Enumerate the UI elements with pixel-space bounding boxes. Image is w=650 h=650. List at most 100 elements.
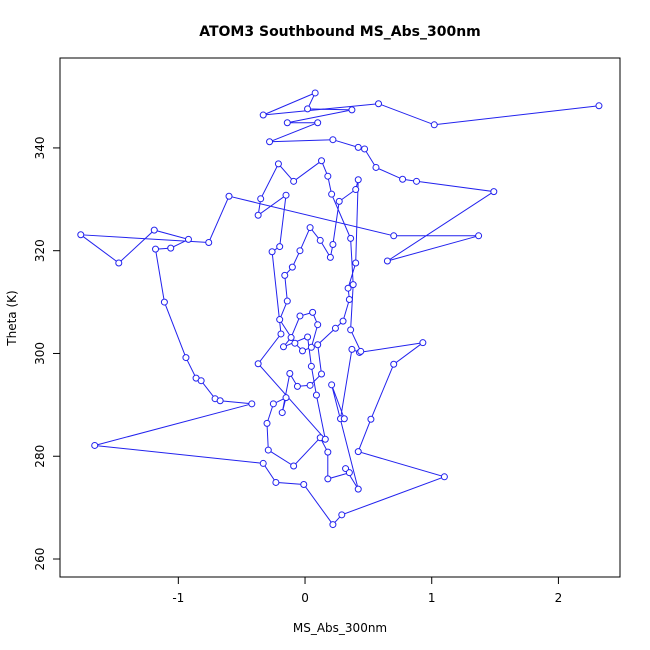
data-point xyxy=(291,339,299,347)
plot-frame xyxy=(59,57,621,578)
data-point xyxy=(339,317,347,325)
data-point xyxy=(361,145,369,153)
data-point xyxy=(329,521,337,529)
data-point xyxy=(269,400,277,408)
data-point xyxy=(306,224,314,232)
data-point xyxy=(115,259,123,267)
data-point xyxy=(277,330,285,338)
y-tick-label: 300 xyxy=(33,342,47,365)
y-tick-label: 320 xyxy=(33,239,47,262)
data-point xyxy=(324,475,332,483)
data-point xyxy=(328,190,336,198)
data-point xyxy=(205,238,213,246)
data-point xyxy=(184,235,192,243)
data-line xyxy=(79,91,600,526)
data-point xyxy=(304,105,312,113)
data-point xyxy=(197,377,205,385)
data-point xyxy=(357,347,365,355)
data-point xyxy=(321,435,329,443)
data-point xyxy=(345,469,353,477)
data-point xyxy=(307,343,315,351)
data-point xyxy=(257,195,265,203)
data-point xyxy=(306,381,314,389)
data-point xyxy=(314,341,322,349)
data-point xyxy=(316,236,324,244)
data-point xyxy=(352,259,360,267)
data-point xyxy=(419,339,427,347)
data-point xyxy=(300,481,308,489)
x-tick-label: 2 xyxy=(555,591,563,605)
data-point xyxy=(307,362,315,370)
data-point xyxy=(324,448,332,456)
data-point xyxy=(309,308,317,316)
data-point xyxy=(279,343,287,351)
data-point xyxy=(354,143,362,151)
x-tick-label: 0 xyxy=(301,591,309,605)
data-point xyxy=(475,232,483,240)
data-point xyxy=(282,394,290,402)
data-point xyxy=(595,102,603,110)
data-point xyxy=(167,244,175,252)
data-point xyxy=(354,485,362,493)
data-point xyxy=(264,446,272,454)
data-point xyxy=(263,419,271,427)
data-point xyxy=(312,391,320,399)
data-point xyxy=(430,121,438,129)
data-point xyxy=(259,459,267,467)
data-point xyxy=(91,441,99,449)
data-point xyxy=(77,231,85,239)
data-point xyxy=(288,263,296,271)
data-point xyxy=(354,176,362,184)
data-point xyxy=(283,297,291,305)
x-axis-label: MS_Abs_300nm xyxy=(293,621,387,635)
data-point xyxy=(349,281,357,289)
data-point xyxy=(152,245,160,253)
data-point xyxy=(286,370,294,378)
data-point xyxy=(268,248,276,256)
data-point xyxy=(160,298,168,306)
data-point xyxy=(266,138,274,146)
data-point xyxy=(290,177,298,185)
data-point xyxy=(328,381,336,389)
data-point xyxy=(324,172,332,180)
y-tick-label: 260 xyxy=(33,548,47,571)
data-point xyxy=(318,370,326,378)
data-point xyxy=(225,192,233,200)
data-point xyxy=(390,232,398,240)
data-point xyxy=(348,106,356,114)
data-point xyxy=(335,197,343,205)
data-point xyxy=(298,347,306,355)
data-point xyxy=(331,324,339,332)
data-point xyxy=(367,415,375,423)
data-point xyxy=(338,511,346,519)
data-point xyxy=(274,160,282,168)
data-point xyxy=(287,334,295,342)
data-point xyxy=(375,100,383,108)
data-point xyxy=(272,478,280,486)
data-point xyxy=(345,296,353,304)
data-point xyxy=(278,409,286,417)
data-point xyxy=(440,473,448,481)
data-point xyxy=(314,119,322,127)
data-point xyxy=(296,247,304,255)
data-point xyxy=(276,243,284,251)
data-point xyxy=(318,157,326,165)
x-tick-label: -1 xyxy=(172,591,184,605)
data-point xyxy=(259,111,267,119)
data-point xyxy=(281,271,289,279)
y-tick-label: 340 xyxy=(33,136,47,159)
data-point xyxy=(293,382,301,390)
data-point xyxy=(282,191,290,199)
data-point xyxy=(254,211,262,219)
data-point xyxy=(344,284,352,292)
data-point xyxy=(254,360,262,368)
data-point xyxy=(383,257,391,265)
x-tick-label: 1 xyxy=(428,591,436,605)
data-point xyxy=(314,321,322,329)
data-point xyxy=(329,241,337,249)
data-point xyxy=(340,415,348,423)
data-point xyxy=(490,188,498,196)
data-point xyxy=(399,175,407,183)
data-point xyxy=(348,345,356,353)
